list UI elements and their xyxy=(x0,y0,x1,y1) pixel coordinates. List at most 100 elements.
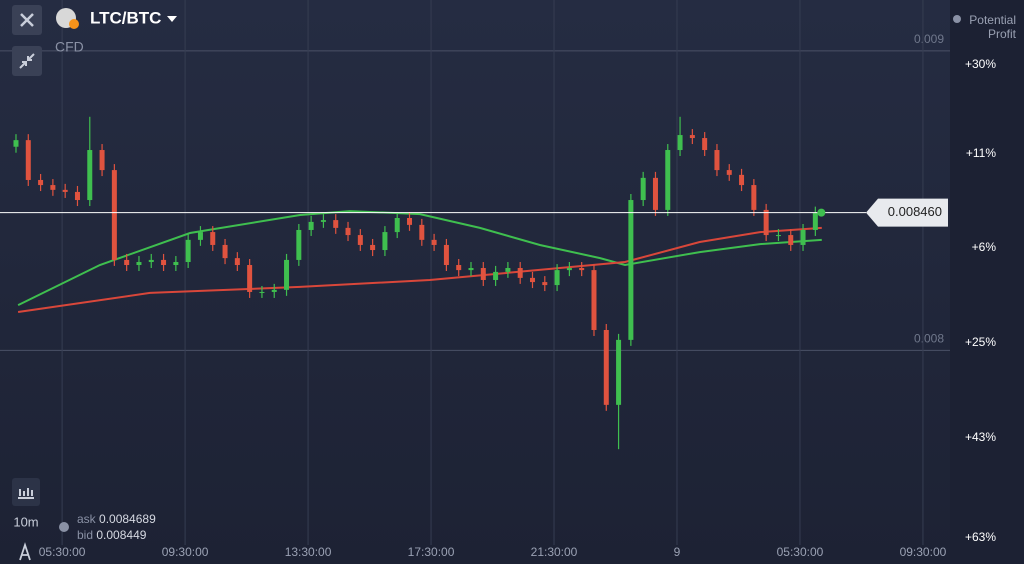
minimize-icon xyxy=(19,53,35,69)
candle-body xyxy=(271,289,277,292)
candle-body xyxy=(148,259,154,263)
candle-body xyxy=(505,268,511,272)
close-icon xyxy=(20,13,34,27)
y-tick-label: 0.009 xyxy=(914,32,944,46)
candle-body xyxy=(665,150,671,210)
candle-body xyxy=(456,265,462,271)
profit-label: +43% xyxy=(965,430,996,444)
candle-body xyxy=(296,229,302,260)
candle-body xyxy=(394,218,400,233)
candle-body xyxy=(284,259,290,290)
candle-body xyxy=(38,179,44,186)
candle-body xyxy=(751,185,757,210)
candle-body xyxy=(357,235,363,245)
candle-body xyxy=(320,220,326,222)
bid: bid 0.008449 xyxy=(77,528,147,542)
candle-body xyxy=(480,268,486,280)
profit-label: +63% xyxy=(965,530,996,544)
x-tick-label: 05:30:00 xyxy=(39,545,86,559)
chart-type-icon xyxy=(18,488,34,499)
candle-body xyxy=(222,244,228,259)
candle-body xyxy=(370,244,376,251)
candle-body xyxy=(74,191,80,201)
x-tick-label: 09:30:00 xyxy=(162,545,209,559)
candle-body xyxy=(333,220,339,228)
instrument: CFD xyxy=(55,39,84,55)
candle-body xyxy=(25,140,31,180)
candle-body xyxy=(566,268,572,271)
draw-tool-icon[interactable] xyxy=(19,542,31,561)
candle-body xyxy=(13,140,19,147)
candle-body xyxy=(603,329,609,405)
y-tick-label: 0.008 xyxy=(914,332,944,346)
candle-body xyxy=(702,138,708,151)
candle-body xyxy=(628,200,634,340)
current-price-dot xyxy=(817,208,826,217)
candle-body xyxy=(382,232,388,251)
candle-body xyxy=(591,270,597,330)
moving-average xyxy=(17,210,822,306)
candle-body xyxy=(788,235,794,245)
candle-body xyxy=(542,282,548,286)
x-tick-label: 9 xyxy=(674,545,681,559)
candle-body xyxy=(210,232,216,245)
candle-body xyxy=(812,212,818,230)
candle-body xyxy=(443,244,449,266)
x-tick-label: 21:30:00 xyxy=(531,545,578,559)
x-tick-label: 05:30:00 xyxy=(777,545,824,559)
candle-body xyxy=(50,185,56,190)
profit-label: +25% xyxy=(965,335,996,349)
candle-body xyxy=(247,265,253,292)
profit-label: +30% xyxy=(965,57,996,71)
x-tick-label: 09:30:00 xyxy=(900,545,947,559)
candle-body xyxy=(62,189,68,192)
candle-body xyxy=(197,232,203,240)
candle-body xyxy=(652,177,658,210)
timeframe[interactable]: 10m xyxy=(13,514,38,529)
ask: ask 0.0084689 xyxy=(77,512,156,526)
candle-body xyxy=(345,227,351,236)
profit-label: +6% xyxy=(972,240,997,254)
help-icon xyxy=(953,15,961,23)
candle-body xyxy=(431,239,437,245)
symbol[interactable]: LTC/BTC xyxy=(90,8,161,27)
candle-body xyxy=(161,259,167,266)
candle-body xyxy=(739,174,745,186)
candle-body xyxy=(726,170,732,175)
candle-body xyxy=(616,339,622,405)
candle-body xyxy=(529,277,535,283)
candle-body xyxy=(124,259,130,266)
scale-panel xyxy=(950,0,1024,564)
potential-profit: Potential Profit xyxy=(969,13,1016,41)
candle-body xyxy=(517,268,523,278)
grid: 0.009 0.008 05:30:00 09:30:00 13:30:00 17:30:… xyxy=(0,0,950,559)
candle-body xyxy=(554,270,560,286)
chart-type-button[interactable] xyxy=(12,478,40,506)
candle-body xyxy=(763,209,769,236)
candle-body xyxy=(308,221,314,230)
candle-body xyxy=(714,150,720,171)
candle-body xyxy=(579,268,585,271)
candle-body xyxy=(173,262,179,266)
candle-body xyxy=(493,271,499,280)
candle-body xyxy=(407,218,413,225)
candle-body xyxy=(689,135,695,139)
candle-body xyxy=(259,291,265,293)
x-tick-label: 13:30:00 xyxy=(285,545,332,559)
candle-body xyxy=(677,135,683,151)
moving-average xyxy=(17,226,822,313)
candle-body xyxy=(234,258,240,266)
candle-body xyxy=(800,229,806,245)
info-icon xyxy=(59,522,69,532)
candle-body xyxy=(111,170,117,260)
candle-body xyxy=(99,150,105,171)
price-tag xyxy=(866,198,948,227)
candle-body xyxy=(419,224,425,240)
plot: 0.008460 xyxy=(0,116,948,450)
dropdown-arrow[interactable] xyxy=(167,16,177,22)
x-tick-label: 17:30:00 xyxy=(408,545,455,559)
candle-body xyxy=(185,239,191,263)
